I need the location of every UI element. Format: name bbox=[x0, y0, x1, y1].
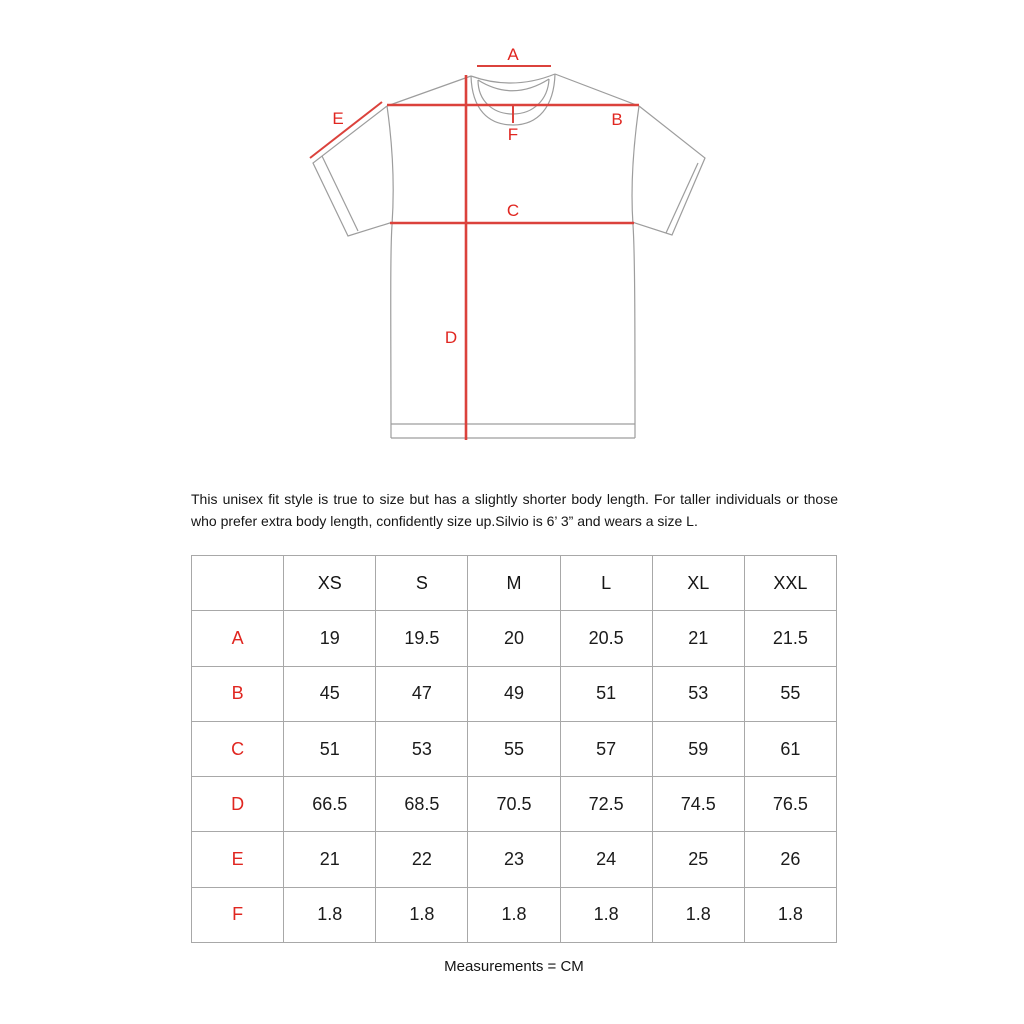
tshirt-measurement-diagram: A B C D E F bbox=[0, 0, 1024, 465]
size-column-header: XL bbox=[651, 554, 745, 612]
measurement-cell: 20.5 bbox=[559, 610, 653, 667]
row-label: A bbox=[190, 610, 285, 667]
tshirt-diagram-svg: A B C D E F bbox=[309, 45, 706, 440]
right-sleeve bbox=[631, 105, 706, 236]
measurement-cell: 45 bbox=[283, 665, 377, 722]
measurement-cell: 25 bbox=[651, 831, 745, 888]
measurement-cell: 1.8 bbox=[375, 886, 469, 944]
measurement-cell: 21.5 bbox=[743, 610, 838, 667]
back-neck-seam-arc bbox=[477, 78, 550, 92]
measurement-cell: 47 bbox=[375, 665, 469, 722]
measurement-cell: 68.5 bbox=[375, 776, 469, 833]
tshirt-outline bbox=[312, 73, 706, 439]
measurement-cell: 19.5 bbox=[375, 610, 469, 667]
measurement-cell: 55 bbox=[467, 720, 561, 778]
fit-description: This unisex fit style is true to size bu… bbox=[191, 491, 838, 529]
table-row: A 19 19.5 20 20.5 21 21.5 bbox=[190, 610, 838, 667]
measurement-cell: 59 bbox=[651, 720, 745, 778]
size-column-header: XS bbox=[283, 554, 377, 612]
measurement-cell: 66.5 bbox=[283, 776, 377, 833]
label-c: C bbox=[507, 201, 519, 220]
label-b: B bbox=[611, 110, 622, 129]
measurement-labels: A B C D E F bbox=[332, 45, 622, 347]
measurement-unit-note: Measurements = CM bbox=[444, 958, 584, 975]
row-label: E bbox=[190, 831, 285, 888]
table-row: E 21 22 23 24 25 26 bbox=[190, 831, 838, 888]
collar-outer-arc bbox=[470, 73, 556, 126]
label-d: D bbox=[445, 328, 457, 347]
measurement-lines bbox=[309, 65, 639, 440]
table-row: F 1.8 1.8 1.8 1.8 1.8 1.8 bbox=[190, 886, 838, 944]
right-side-seam bbox=[631, 105, 640, 439]
table-row: C 51 53 55 57 59 61 bbox=[190, 720, 838, 778]
left-cuff-seam bbox=[321, 155, 359, 232]
measurement-cell: 76.5 bbox=[743, 776, 838, 833]
size-table: XS S M L XL XXL A 19 19.5 20 20.5 21 21.5 B 45 47 49 51 5… bbox=[190, 554, 838, 944]
measurement-cell: 22 bbox=[375, 831, 469, 888]
measurement-cell: 23 bbox=[467, 831, 561, 888]
table-row: B 45 47 49 51 53 55 bbox=[190, 665, 838, 722]
row-label: D bbox=[190, 776, 285, 833]
corner-cell bbox=[190, 554, 285, 612]
row-label: F bbox=[190, 886, 285, 944]
measurement-cell: 1.8 bbox=[467, 886, 561, 944]
size-column-header: XXL bbox=[743, 554, 838, 612]
measurement-cell: 1.8 bbox=[559, 886, 653, 944]
measurement-cell: 20 bbox=[467, 610, 561, 667]
label-f: F bbox=[508, 125, 518, 144]
size-column-header: S bbox=[375, 554, 469, 612]
measurement-cell: 55 bbox=[743, 665, 838, 722]
back-neck-arc bbox=[470, 73, 556, 84]
size-column-header: L bbox=[559, 554, 653, 612]
measurement-cell: 61 bbox=[743, 720, 838, 778]
header-row: XS S M L XL XXL bbox=[190, 554, 838, 612]
right-shoulder-seam bbox=[554, 73, 640, 107]
right-cuff-seam bbox=[665, 162, 699, 234]
measurement-cell: 51 bbox=[559, 665, 653, 722]
measurement-cell: 74.5 bbox=[651, 776, 745, 833]
measurement-cell: 72.5 bbox=[559, 776, 653, 833]
left-side-seam bbox=[386, 105, 394, 439]
measurement-cell: 1.8 bbox=[651, 886, 745, 944]
label-e: E bbox=[332, 109, 343, 128]
left-shoulder-seam bbox=[386, 75, 472, 107]
measurement-cell: 51 bbox=[283, 720, 377, 778]
table-row: D 66.5 68.5 70.5 72.5 74.5 76.5 bbox=[190, 776, 838, 833]
label-a: A bbox=[507, 45, 519, 64]
measurement-cell: 57 bbox=[559, 720, 653, 778]
measurement-cell: 19 bbox=[283, 610, 377, 667]
measurement-cell: 53 bbox=[651, 665, 745, 722]
measurement-cell: 1.8 bbox=[743, 886, 838, 944]
left-sleeve bbox=[312, 105, 394, 237]
measurement-cell: 24 bbox=[559, 831, 653, 888]
measure-line-e bbox=[309, 101, 383, 159]
measurement-cell: 53 bbox=[375, 720, 469, 778]
measurement-cell: 21 bbox=[283, 831, 377, 888]
measurement-cell: 21 bbox=[651, 610, 745, 667]
measurement-cell: 49 bbox=[467, 665, 561, 722]
size-column-header: M bbox=[467, 554, 561, 612]
row-label: B bbox=[190, 665, 285, 722]
measurement-cell: 26 bbox=[743, 831, 838, 888]
measurement-cell: 70.5 bbox=[467, 776, 561, 833]
row-label: C bbox=[190, 720, 285, 778]
measurement-cell: 1.8 bbox=[283, 886, 377, 944]
